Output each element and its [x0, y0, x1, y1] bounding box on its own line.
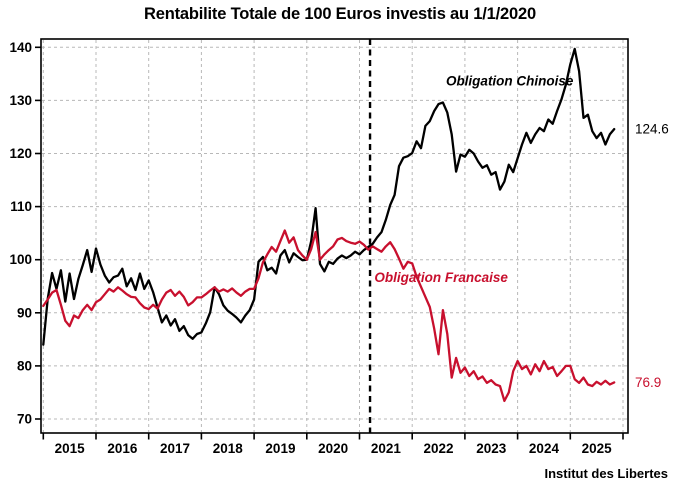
y-tick-label: 90 [17, 305, 32, 320]
y-tick-label: 140 [9, 40, 32, 55]
y-tick-label: 130 [9, 93, 32, 108]
x-tick-label: 2019 [265, 441, 295, 456]
x-tick-label: 2015 [55, 441, 86, 456]
x-tick-label: 2024 [529, 441, 560, 456]
x-tick-label: 2020 [318, 441, 348, 456]
x-tick-label: 2022 [424, 441, 454, 456]
x-tick-label: 2021 [371, 441, 402, 456]
y-tick-label: 120 [9, 146, 32, 161]
chart-title: Rentabilite Totale de 100 Euros investis… [144, 5, 536, 23]
series-line-obligation-chinoise [42, 47, 616, 346]
y-tick-label: 70 [17, 412, 32, 427]
x-tick-label: 2018 [213, 441, 244, 456]
series-annotation-obligation-chinoise: Obligation Chinoise [446, 74, 574, 89]
x-tick-label: 2016 [107, 441, 138, 456]
y-tick-label: 110 [10, 199, 32, 214]
source-credit: Institut des Libertes [544, 466, 668, 481]
series-line-obligation-francaise [42, 229, 616, 403]
x-tick-label: 2025 [582, 441, 613, 456]
series-end-label-obligation-chinoise: 124.6 [635, 122, 669, 137]
series-annotation-obligation-francaise: Obligation Francaise [374, 270, 508, 285]
y-tick-label: 100 [9, 252, 32, 267]
y-tick-label: 80 [17, 358, 32, 373]
x-tick-label: 2017 [160, 441, 190, 456]
plot-frame [40, 38, 629, 434]
series-end-label-obligation-francaise: 76.9 [635, 375, 661, 390]
x-tick-label: 2023 [476, 441, 507, 456]
